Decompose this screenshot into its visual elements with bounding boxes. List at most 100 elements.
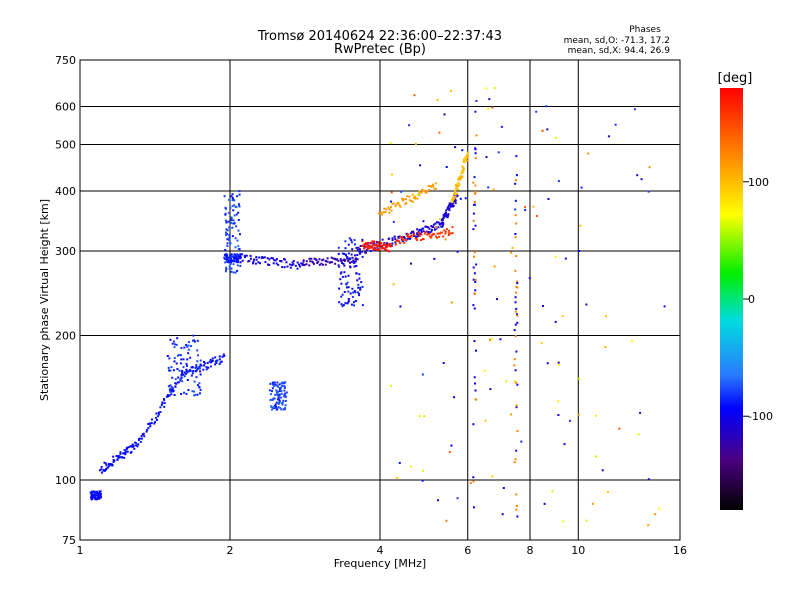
data-point [218,363,221,365]
data-point [189,356,192,359]
data-point [475,349,477,352]
data-point [224,249,227,251]
data-point [379,212,382,215]
data-point [277,263,280,266]
data-point [443,213,446,216]
data-point [255,256,258,259]
data-point [431,233,434,236]
data-point [225,255,228,258]
data-point [377,241,380,243]
data-point [353,301,355,304]
data-point [116,458,119,461]
data-point [123,449,126,452]
data-point [364,243,367,245]
data-point [350,241,353,244]
data-point [255,258,258,261]
data-point [345,254,347,257]
y-tick-label: 75 [62,534,76,547]
stats-line-x: mean, sd,X: 94.4, 26.9 [568,46,671,56]
data-point [95,494,98,497]
data-point [416,239,419,242]
data-point [647,524,650,527]
data-point [473,176,476,179]
data-point [351,295,354,298]
data-point [117,456,120,459]
data-point [359,286,362,289]
data-point [381,238,384,241]
data-point [113,459,116,462]
data-point [97,492,100,495]
data-point [474,203,476,206]
data-point [422,220,425,223]
data-point [402,238,404,241]
data-point [370,246,373,249]
data-point [134,442,137,444]
data-point [280,386,283,389]
data-point [170,366,173,369]
data-point [185,362,188,365]
data-point [536,215,539,217]
data-point [232,198,234,200]
data-point [374,247,377,250]
data-point [224,219,227,222]
data-point [236,253,239,256]
data-point [647,478,650,481]
data-point [452,196,455,198]
data-point [502,487,505,489]
data-point [183,391,185,394]
data-point [514,233,517,235]
data-point [407,233,410,236]
data-point [515,255,518,258]
data-point [130,450,133,453]
data-point [391,242,394,245]
data-point [345,283,348,285]
data-point [403,236,405,238]
data-point [399,241,402,244]
data-point [250,257,252,260]
data-point [442,223,445,225]
data-point [445,166,448,168]
data-point [228,237,231,240]
data-point [437,499,439,502]
data-point [417,193,420,196]
data-point [579,224,582,227]
data-point [191,366,194,369]
data-point [168,369,170,372]
data-point [165,395,168,398]
data-point [230,216,233,219]
data-point [175,362,178,365]
data-point [418,229,421,231]
data-point [499,338,502,341]
data-point [238,193,241,196]
data-point [199,359,202,362]
grid-lines [80,60,680,540]
data-point [419,164,422,167]
data-point [510,251,513,254]
data-point [441,219,444,222]
data-point [131,443,134,446]
data-point [354,243,356,246]
data-point [182,366,185,369]
data-point [284,400,287,402]
data-point [454,195,457,198]
data-point [186,358,189,361]
data-point [432,185,435,188]
data-point [123,456,126,459]
data-point [270,405,273,408]
data-point [235,256,238,259]
data-point [489,388,492,391]
data-point [351,248,354,251]
data-point [99,496,102,499]
data-point [98,469,101,472]
data-point [640,178,643,181]
colorbar [720,88,743,510]
data-point [557,400,560,403]
data-point [130,445,133,448]
data-point [461,171,463,174]
data-point [214,356,217,359]
data-point [358,277,361,280]
data-point [239,233,241,236]
data-point [448,451,451,454]
data-point [353,239,356,242]
